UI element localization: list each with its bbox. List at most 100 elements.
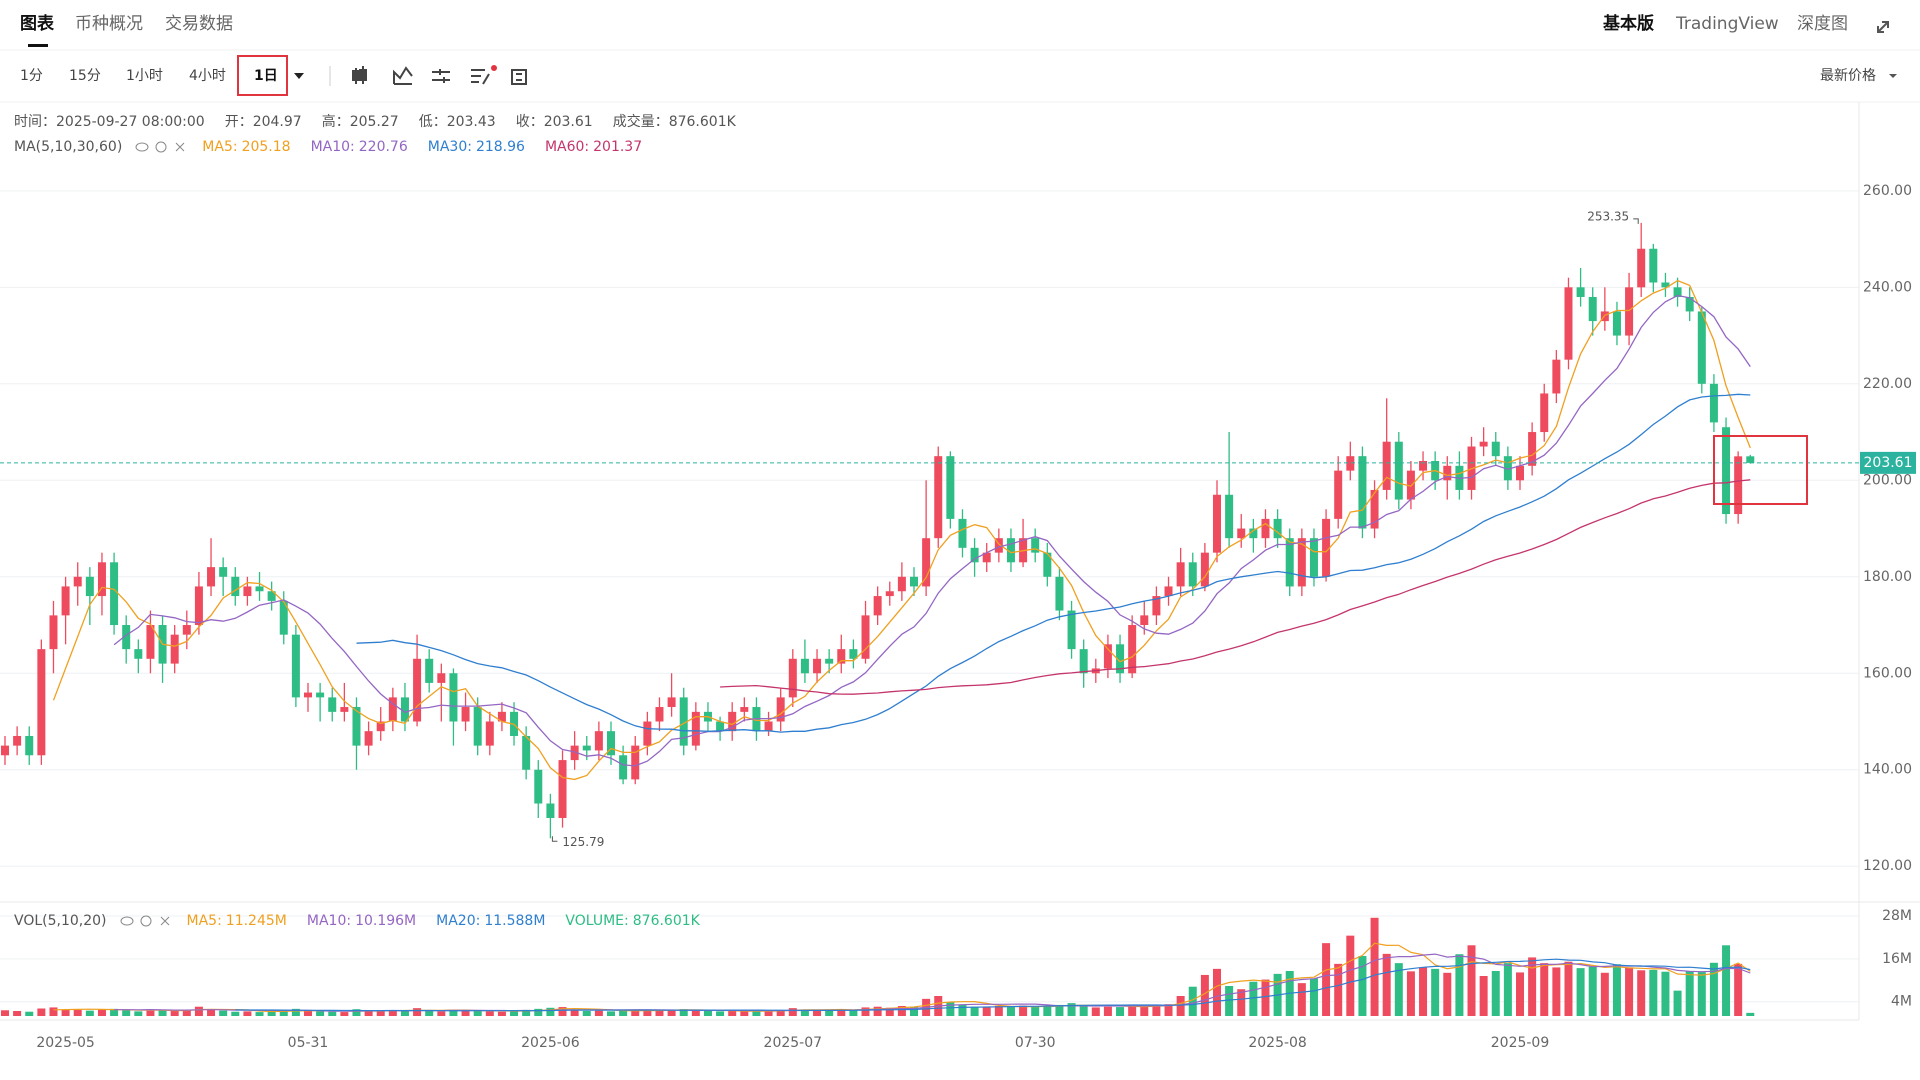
candle-body [1382,441,1391,490]
candle-body [934,456,943,539]
candle-body [279,600,288,635]
dropdown-arrow[interactable] [1889,74,1897,78]
candle-body [1055,576,1064,611]
volume-bar [1031,1006,1040,1016]
candle-body [122,625,131,650]
volume-bar [1382,953,1391,1016]
candle-body [1576,287,1585,297]
interval[interactable]: 15分 [69,68,101,84]
candle-body [1237,528,1246,539]
x-tick-label: 05-31 [288,1035,329,1051]
volume-bar [1722,945,1731,1016]
expand-icon[interactable] [1877,21,1889,33]
interval[interactable]: 4小时 [189,68,226,84]
volume-bar [885,1007,894,1016]
volume-bar [1309,978,1318,1016]
candle-body [61,586,70,616]
candle-body [1709,383,1718,423]
candle-body [655,707,664,722]
x-tick-label: 07-30 [1015,1035,1056,1051]
volume-bar [1552,967,1561,1016]
vol-tick-label: 16M [1882,951,1912,967]
volume-bar [1019,1005,1028,1016]
volume-bar [1297,983,1306,1016]
price-type[interactable]: 最新价格 [1820,68,1876,84]
candle-body [1322,518,1331,577]
candle-body [146,625,155,659]
candle-body [1297,538,1306,587]
ma-line [113,294,1751,767]
legend-text: 10.196M [355,913,416,929]
y-tick-label: 240.00 [1863,279,1912,295]
tab[interactable]: 币种概况 [75,14,143,34]
volume-bar [219,1010,228,1016]
legend-text: 876.601K [633,913,701,929]
candle-body [1079,649,1088,674]
interval[interactable]: 1小时 [126,68,163,84]
candle-body [97,562,106,597]
candle-body [1200,552,1209,587]
legend-text: 201.37 [593,139,642,155]
candle-body [25,735,34,756]
volume-bar [1152,1005,1161,1016]
volume-bar [776,1010,785,1016]
legend-text: 开： [225,114,253,130]
volume-bar [1358,956,1367,1016]
candle-body [1116,644,1125,674]
mode-tab[interactable]: TradingView [1675,14,1779,34]
candle-body [788,658,797,698]
volume-bar [207,1009,216,1016]
candle-body [946,456,955,519]
candle-body [134,649,143,659]
legend-text: 时间： [14,114,56,130]
candle-body [1031,538,1040,553]
candle-body [1625,287,1634,336]
volume-bar [1673,990,1682,1016]
dropdown-arrow[interactable] [294,73,304,79]
legend-text: 收： [516,114,544,130]
candle-body [400,697,409,722]
candle-body [994,538,1003,553]
volume-bar [825,1010,834,1016]
volume-bar [267,1011,276,1016]
candle-body [425,658,434,683]
x-tick-label: 2025-09 [1491,1035,1550,1051]
candle-body [1552,359,1561,394]
interval[interactable]: 1分 [20,68,43,84]
candle-body [1067,610,1076,650]
candle-body [73,576,82,587]
volume-bar [1370,917,1379,1016]
volume-bar [546,1007,555,1016]
mode-tab[interactable]: 基本版 [1602,13,1654,34]
volume-bar [1685,971,1694,1016]
x-tick-label: 2025-05 [36,1035,95,1051]
highlight-box [1713,435,1808,505]
eye-icon [135,142,149,152]
vol-tick-label: 4M [1891,994,1912,1010]
candle-body [1176,562,1185,587]
tab[interactable]: 交易数据 [165,14,233,34]
volume-bar [994,1006,1003,1016]
volume-bar [255,1012,264,1016]
tab[interactable]: 图表 [20,13,55,34]
volume-bar [813,1009,822,1016]
close-icon [160,916,170,926]
toolbar-icons[interactable] [352,65,527,85]
candle-body [546,803,555,818]
candle-body [219,567,228,577]
candle-body [437,673,446,683]
y-tick-label: 260.00 [1863,183,1912,199]
legend-text: 220.76 [359,139,408,155]
volume-bar [1237,989,1246,1016]
mode-tab[interactable]: 深度图 [1797,14,1848,34]
volume-bar [1116,1007,1125,1016]
volume-bar [425,1010,434,1016]
volume-bar [1697,972,1706,1016]
volume-bar [1043,1006,1052,1016]
candle-body [570,745,579,761]
legend-text: 204.97 [253,114,302,130]
volume-bar [1249,981,1258,1016]
candle-body [1334,470,1343,519]
legend-text: 203.61 [544,114,593,130]
interval-active[interactable]: 1日 [254,68,278,84]
